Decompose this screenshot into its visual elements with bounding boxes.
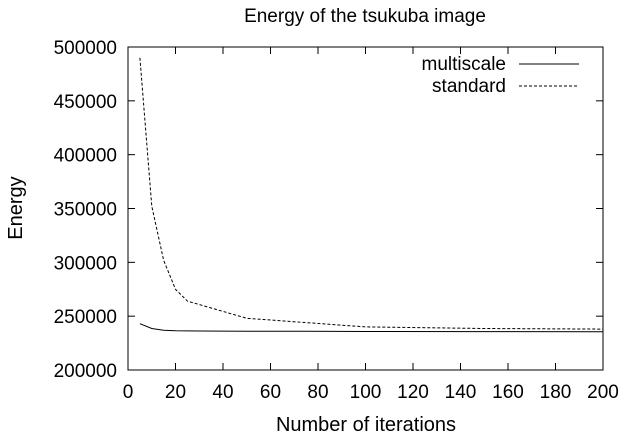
chart-title: Energy of the tsukuba image bbox=[244, 6, 486, 27]
x-axis-label: Number of iterations bbox=[276, 414, 456, 435]
y-tick-label: 450000 bbox=[54, 92, 117, 113]
x-tick-label: 40 bbox=[212, 382, 233, 403]
y-tick-label: 300000 bbox=[54, 253, 117, 274]
x-tick-label: 20 bbox=[165, 382, 186, 403]
x-axis: 0 20 40 60 80 100 120 140 160 180 200 bbox=[123, 47, 619, 403]
x-tick-label: 120 bbox=[397, 382, 429, 403]
y-tick-label: 500000 bbox=[54, 38, 117, 59]
x-tick-label: 160 bbox=[492, 382, 524, 403]
x-tick-label: 140 bbox=[445, 382, 477, 403]
y-axis-label: Energy bbox=[5, 176, 27, 239]
y-tick-label: 350000 bbox=[54, 200, 117, 221]
x-tick-label: 180 bbox=[540, 382, 572, 403]
legend-label-multiscale: multiscale bbox=[422, 54, 506, 75]
series-line-standard bbox=[139, 57, 604, 330]
series-layer bbox=[139, 57, 604, 333]
y-tick-label: 250000 bbox=[54, 307, 117, 328]
plot-frame bbox=[127, 46, 604, 371]
x-tick-label: 100 bbox=[350, 382, 382, 403]
y-tick-label: 200000 bbox=[54, 361, 117, 382]
legend: multiscale standard bbox=[422, 54, 579, 97]
x-tick-label: 80 bbox=[307, 382, 328, 403]
x-tick-label: 0 bbox=[123, 382, 134, 403]
series-line-multiscale bbox=[139, 323, 604, 333]
y-axis: 200000 250000 300000 350000 400000 450000 5000… bbox=[54, 38, 603, 382]
legend-label-standard: standard bbox=[432, 76, 506, 97]
x-tick-label: 60 bbox=[260, 382, 281, 403]
x-tick-label: 200 bbox=[587, 382, 619, 403]
y-tick-label: 400000 bbox=[54, 146, 117, 167]
